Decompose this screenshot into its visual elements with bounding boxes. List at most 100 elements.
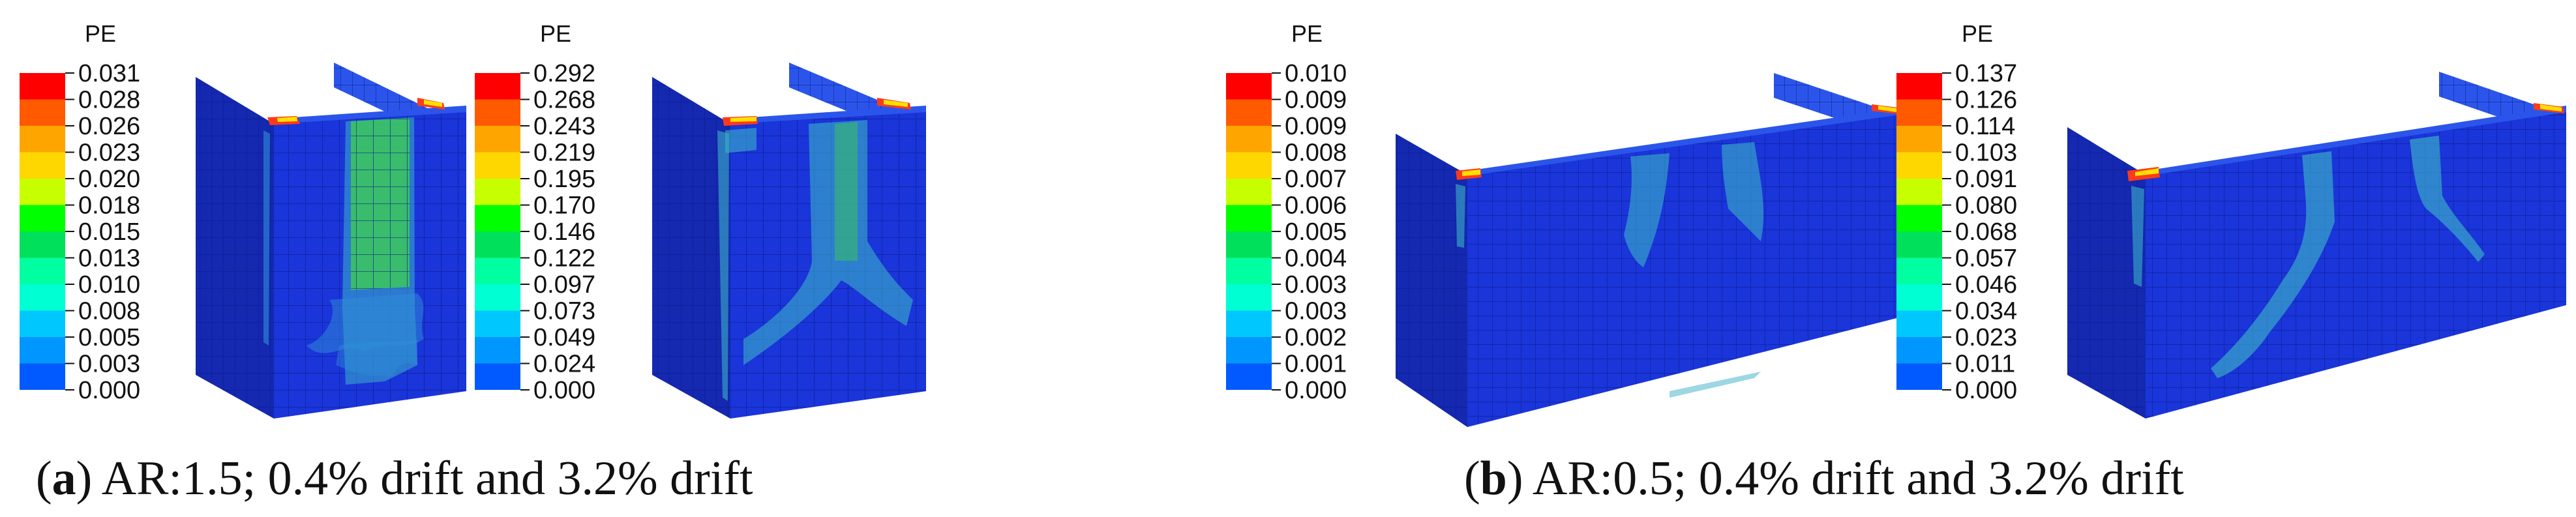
legend-value-label: 0.049 (533, 324, 595, 351)
legend-color-box (1896, 99, 1942, 126)
legend-value-label: 0.219 (533, 140, 595, 167)
legend-color-box (20, 231, 65, 258)
legend-value-label: 0.146 (533, 218, 595, 246)
caption-a: (a) AR:1.5; 0.4% drift and 3.2% drift (36, 452, 753, 505)
legend-value-label: 0.057 (1955, 245, 2017, 273)
legend-value-label: 0.015 (78, 218, 140, 246)
model-b-plot-1 (1396, 73, 1904, 427)
panel-a: PE0.0310.0280.0260.0230.0200.0180.0150.0… (20, 20, 926, 505)
legend-value-label: 0.013 (78, 245, 140, 273)
legend-value-label: 0.114 (1955, 113, 2015, 140)
legend-color-box (20, 205, 65, 231)
legend-color-box (1226, 126, 1272, 153)
legend-value-label: 0.023 (78, 140, 140, 167)
legend-color-box (475, 126, 520, 153)
legend-color-box (1896, 126, 1942, 153)
legend-value-label: 0.026 (78, 113, 140, 140)
legend-value-label: 0.007 (1285, 166, 1347, 193)
legend-value-label: 0.006 (1285, 192, 1347, 220)
legend-color-box (1226, 152, 1272, 179)
legend-value-label: 0.010 (1285, 60, 1347, 87)
legend-color-box (1226, 310, 1272, 337)
model-a-plot-2 (652, 63, 926, 419)
legend-value-label: 0.292 (533, 60, 595, 87)
legend-value-label: 0.000 (1285, 377, 1347, 404)
legend-value-label: 0.004 (1285, 245, 1347, 273)
legend-color-box (20, 73, 65, 100)
legend-color-box (1896, 179, 1942, 205)
legend-color-box (1896, 258, 1942, 284)
legend-color-box (1896, 73, 1942, 100)
legend-value-label: 0.003 (1285, 298, 1347, 325)
legend-color-box (475, 99, 520, 126)
damage-zone (2211, 151, 2335, 378)
legend-color-box (475, 258, 520, 284)
legend-color-box (20, 258, 65, 284)
legend-value-label: 0.028 (78, 87, 140, 114)
legend-color-box (1896, 363, 1942, 390)
legend-color-box (1896, 284, 1942, 311)
legend-color-box (475, 310, 520, 337)
model-a-plot-1 (196, 63, 466, 419)
legend-value-label: 0.011 (1955, 351, 2015, 378)
legend-color-box (475, 73, 520, 100)
caption-b: (b) AR:0.5; 0.4% drift and 3.2% drift (1464, 452, 2184, 505)
legend-value-label: 0.195 (533, 166, 595, 193)
legend-value-label: 0.031 (78, 60, 140, 87)
legend-value-label: 0.000 (1955, 377, 2017, 404)
legend-b-plot-1: PE0.0100.0090.0090.0080.0070.0060.0050.0… (1226, 20, 1347, 404)
legend-value-label: 0.002 (1285, 324, 1347, 351)
legend-title: PE (1962, 20, 1993, 47)
legend-color-box (475, 152, 520, 179)
legend-color-box (20, 99, 65, 126)
legend-title: PE (1291, 20, 1323, 47)
legend-value-label: 0.243 (533, 113, 595, 140)
damage-zone (1624, 153, 1670, 267)
legend-value-label: 0.018 (78, 192, 140, 220)
legend-value-label: 0.080 (1955, 192, 2017, 220)
legend-value-label: 0.097 (533, 271, 595, 299)
legend-value-label: 0.170 (533, 192, 595, 220)
legend-value-label: 0.137 (1955, 60, 2017, 87)
legend-value-label: 0.126 (1955, 87, 2017, 114)
legend-value-label: 0.046 (1955, 271, 2017, 299)
legend-value-label: 0.020 (78, 166, 140, 193)
legend-color-box (475, 231, 520, 258)
legend-a-plot-2: PE 0.2920.2680.2430.2190.1950.1700.1460.1… (475, 20, 595, 404)
legend-value-label: 0.009 (1285, 113, 1347, 140)
legend-color-box (1226, 258, 1272, 284)
legend-color-box (475, 179, 520, 205)
legend-color-box (475, 205, 520, 231)
legend-color-box (1226, 231, 1272, 258)
legend-value-label: 0.024 (533, 351, 595, 378)
legend-color-box (20, 337, 65, 364)
legend-value-label: 0.005 (78, 324, 140, 351)
legend-value-label: 0.008 (78, 298, 140, 325)
legend-title: PE (85, 20, 116, 47)
legend-b-plot-2: PE0.1370.1260.1140.1030.0910.0800.0680.0… (1896, 20, 2017, 404)
legend-color-box (1896, 205, 1942, 231)
panel-b: PE0.0100.0090.0090.0080.0070.0060.0050.0… (1226, 20, 2566, 505)
legend-value-label: 0.008 (1285, 140, 1347, 167)
legend-value-label: 0.103 (1955, 140, 2017, 167)
damage-zone (743, 120, 913, 365)
legend-value-label: 0.034 (1955, 298, 2017, 325)
legend-color-box (20, 284, 65, 311)
legend-color-box (1226, 99, 1272, 126)
legend-value-label: 0.073 (533, 298, 595, 325)
legend-value-label: 0.009 (1285, 87, 1347, 114)
legend-color-box (1896, 231, 1942, 258)
legend-a-plot-1: PE0.0310.0280.0260.0230.0200.0180.0150.0… (20, 20, 140, 404)
legend-color-box (20, 310, 65, 337)
legend-color-box (475, 337, 520, 364)
legend-value-label: 0.091 (1955, 166, 2017, 193)
legend-color-box (1226, 337, 1272, 364)
legend-color-box (475, 363, 520, 390)
legend-color-box (1226, 205, 1272, 231)
legend-value-label: 0.000 (533, 377, 595, 404)
legend-value-label: 0.010 (78, 271, 140, 299)
legend-value-label: 0.268 (533, 87, 595, 114)
legend-value-label: 0.023 (1955, 324, 2017, 351)
legend-value-label: 0.001 (1285, 351, 1347, 378)
